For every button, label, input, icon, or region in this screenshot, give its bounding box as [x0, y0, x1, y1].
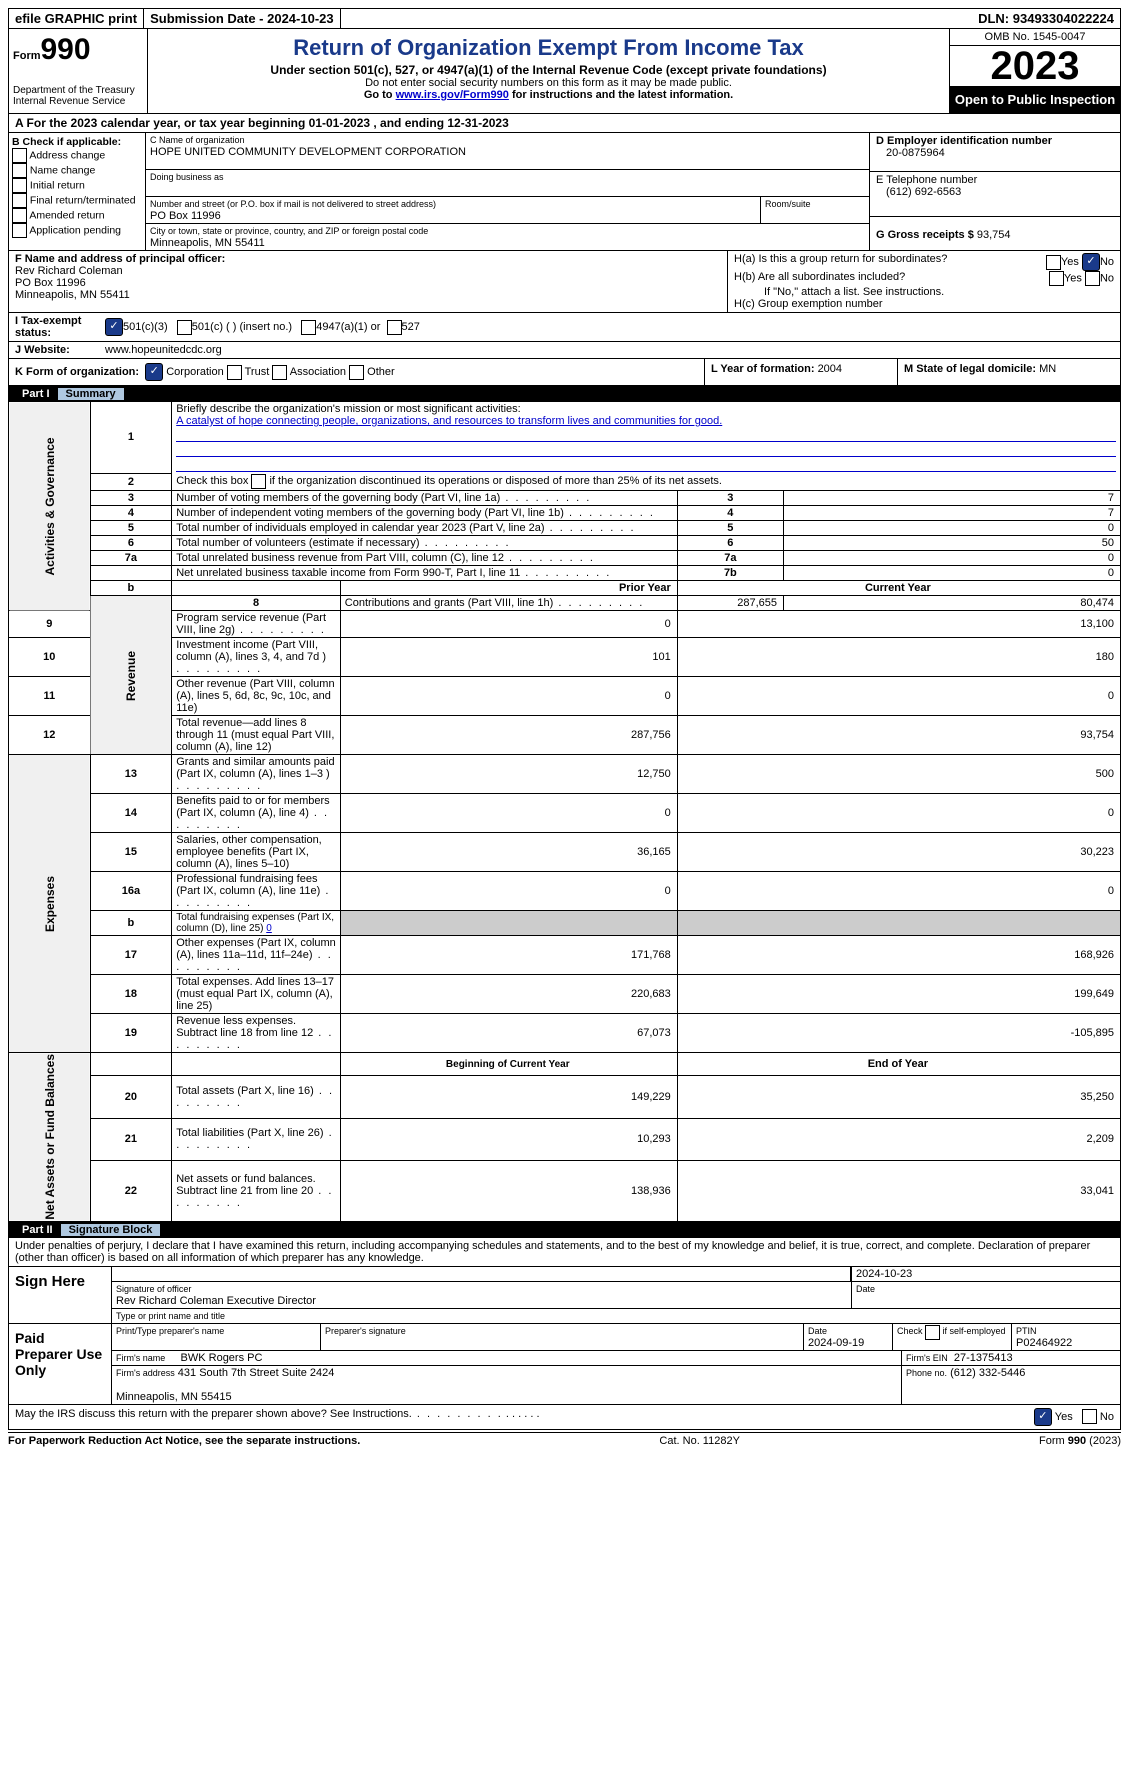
col-b-checkboxes: B Check if applicable: Address change Na…	[9, 133, 146, 250]
col-de: D Employer identification number20-08759…	[869, 133, 1120, 250]
ein: 20-0875964	[876, 147, 945, 159]
open-inspection: Open to Public Inspection	[950, 86, 1120, 113]
group-return: H(a) Is this a group return for subordin…	[727, 251, 1120, 312]
ssn-warning: Do not enter social security numbers on …	[152, 77, 945, 89]
org-street: PO Box 11996	[150, 210, 221, 222]
block-fh: F Name and address of principal officer:…	[8, 251, 1121, 313]
phone: (612) 692-6563	[876, 186, 961, 198]
org-city: Minneapolis, MN 55411	[150, 237, 265, 249]
sidebar-netassets: Net Assets or Fund Balances	[9, 1053, 91, 1222]
website: www.hopeunitedcdc.org	[105, 344, 222, 356]
sidebar-governance: Activities & Governance	[9, 402, 91, 611]
irs-link[interactable]: www.irs.gov/Form990	[396, 89, 509, 101]
row-klm: K Form of organization: Corporation Trus…	[8, 359, 1121, 386]
top-bar: efile GRAPHIC print Submission Date - 20…	[8, 8, 1121, 29]
sidebar-revenue: Revenue	[90, 596, 172, 755]
efile-label: efile GRAPHIC print	[9, 9, 144, 28]
part1-header: Part ISummary	[8, 386, 1121, 402]
summary-table: Activities & Governance 1 Briefly descri…	[8, 402, 1121, 1222]
submission-date: Submission Date - 2024-10-23	[144, 9, 341, 28]
paid-preparer-label: Paid Preparer Use Only	[9, 1324, 112, 1404]
tax-year: 2023	[950, 46, 1120, 86]
signature-block: Under penalties of perjury, I declare th…	[8, 1238, 1121, 1430]
form-number: Form990	[13, 33, 143, 67]
org-name: HOPE UNITED COMMUNITY DEVELOPMENT CORPOR…	[150, 146, 466, 158]
sidebar-expenses: Expenses	[9, 755, 91, 1053]
page-footer: For Paperwork Reduction Act Notice, see …	[8, 1432, 1121, 1447]
row-j-website: J Website: www.hopeunitedcdc.org	[8, 342, 1121, 359]
col-c-org-info: C Name of organizationHOPE UNITED COMMUN…	[146, 133, 869, 250]
form-header: Form990 Department of the Treasury Inter…	[8, 29, 1121, 114]
form-title: Return of Organization Exempt From Incom…	[152, 35, 945, 61]
dln: DLN: 93493304022224	[972, 9, 1120, 28]
row-i-tax-status: I Tax-exempt status: 501(c)(3) 501(c) ( …	[8, 313, 1121, 342]
part2-header: Part IISignature Block	[8, 1222, 1121, 1238]
block-bcde: B Check if applicable: Address change Na…	[8, 133, 1121, 251]
row-a-tax-year: A For the 2023 calendar year, or tax yea…	[8, 114, 1121, 133]
form-subtitle: Under section 501(c), 527, or 4947(a)(1)…	[152, 63, 945, 77]
perjury-statement: Under penalties of perjury, I declare th…	[9, 1238, 1120, 1266]
goto-link: Go to www.irs.gov/Form990 for instructio…	[152, 89, 945, 101]
principal-officer: F Name and address of principal officer:…	[9, 251, 727, 312]
mission-text: A catalyst of hope connecting people, or…	[176, 415, 722, 427]
sign-here-label: Sign Here	[9, 1267, 112, 1323]
gross-receipts: 93,754	[977, 229, 1011, 241]
department: Department of the Treasury Internal Reve…	[13, 85, 143, 107]
discuss-row: May the IRS discuss this return with the…	[9, 1404, 1120, 1429]
